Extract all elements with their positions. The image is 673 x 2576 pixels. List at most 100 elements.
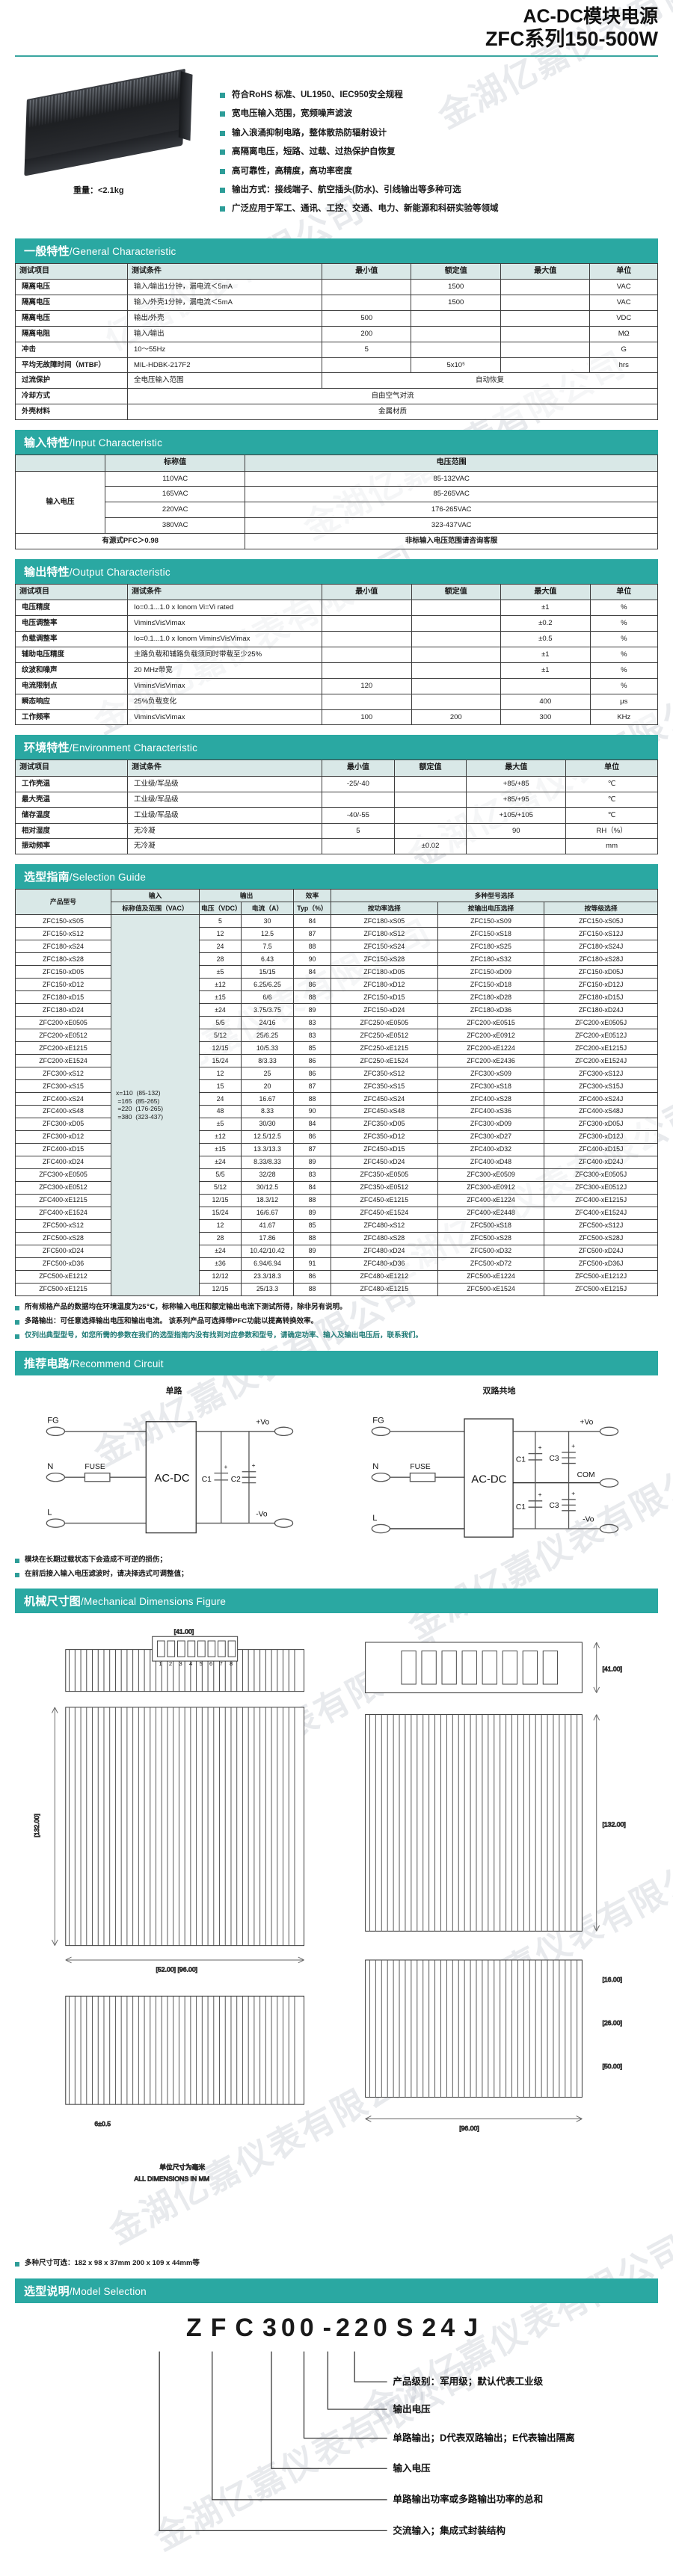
table-row: ZFC300-xE0505 5/5 32/28 83 ZFC350-xE0505 ZFC3… xyxy=(15,1168,658,1182)
cell-p: ZFC480-xD36 xyxy=(331,1257,438,1271)
cell-nom xyxy=(411,341,501,358)
cell-p: ZFC450-xE1215 xyxy=(331,1193,438,1207)
cell-max: +105/+105 xyxy=(466,807,567,824)
table-row: ZFC180-xD15 ±15 6/6 88 ZFC150-xD15 ZFC180-xD2… xyxy=(15,990,658,1005)
cell-unit: ℃ xyxy=(565,807,658,824)
cell-range: 323-437VAC xyxy=(245,517,658,534)
cell-vo: ZFC400-xS36 xyxy=(437,1104,545,1118)
table-header-row: 标称值 电压范围 xyxy=(15,455,658,472)
cell-vo: ZFC400-xD48 xyxy=(437,1155,545,1169)
table-header-row: 测试项目 测试条件 最小值 额定值 最大值 单位 xyxy=(15,583,659,601)
cell-v: 24 xyxy=(199,1092,242,1106)
svg-text:+: + xyxy=(538,1443,542,1451)
cell-max xyxy=(500,341,591,358)
page-title: AC-DC模块电源 xyxy=(523,6,658,27)
cell-cond: Io=0.1...1.0 x Ionom Vimin≤Vi≤Vimax xyxy=(127,631,322,647)
cell-i: 15/15 xyxy=(241,965,294,979)
cell-min: 5 xyxy=(321,341,412,358)
cell-vo: ZFC200-xE1224 xyxy=(437,1041,545,1056)
cell-nom: 200 xyxy=(411,709,502,726)
cell-g: ZFC500-xS12J xyxy=(544,1218,658,1233)
table-header-row: 测试项目 测试条件 最小值 额定值 最大值 单位 xyxy=(15,759,658,777)
cell-max: +85/+85 xyxy=(466,775,567,792)
cell-g: ZFC180-xD24J xyxy=(544,1003,658,1017)
section-general-characteristic: 一般特性/General Characteristic 测试项目 测试条件 最小值额… xyxy=(15,238,658,420)
cell-nom xyxy=(411,615,502,632)
section-title-cn: 机械尺寸图 xyxy=(24,1595,82,1609)
right-dim-5: [26.00] xyxy=(602,2019,622,2027)
model-code-part-5: S xyxy=(396,2313,418,2342)
cell-p: ZFC180-xS05 xyxy=(331,914,438,928)
left-dim-width: [41.00] xyxy=(174,1628,194,1636)
cell-model: ZFC400-xS48 xyxy=(15,1104,111,1118)
cell-cond: Io=0.1...1.0 x Ionom Vi=Vi rated xyxy=(127,600,322,617)
col-efficiency: 效率 xyxy=(293,889,331,903)
model-code-part-0: Z xyxy=(185,2313,206,2342)
col-3: 额定值 xyxy=(411,262,501,280)
cell-eff: 89 xyxy=(293,1155,331,1169)
cell-p: ZFC250-xE1524 xyxy=(331,1054,438,1068)
cell-p: ZFC450-xD24 xyxy=(331,1155,438,1169)
cell-i: 25/13.3 xyxy=(241,1282,294,1296)
cell-item: 隔离电压 xyxy=(15,309,128,327)
cell-cond: Vimin≤Vi≤Vimax xyxy=(127,709,322,726)
cell-max: +85/+95 xyxy=(466,791,567,808)
cell-p: ZFC350-xD12 xyxy=(331,1130,438,1144)
cell-item: 电压精度 xyxy=(15,600,128,617)
cell-vo: ZFC400-xD32 xyxy=(437,1142,545,1156)
cell-v: ±5 xyxy=(199,1117,242,1131)
cell-g: ZFC150-xS12J xyxy=(544,927,658,941)
cell-g: ZFC300-xE0512J xyxy=(544,1180,658,1195)
cell-vo: ZFC300-xS09 xyxy=(437,1067,545,1081)
label-vo-pos: +Vo xyxy=(256,1418,269,1426)
input-table: 标称值 电压范围 输入电压 110VAC 85-132VAC 165VAC 85-265… xyxy=(14,455,658,549)
col-2: 最小值 xyxy=(321,262,412,280)
cell-g: ZFC400-xE1524J xyxy=(544,1206,658,1220)
section-title-en: /Selection Guide xyxy=(69,872,147,884)
model-legend-svg: 产品级别：军用级；默认代表工业级输出电压单路输出；D代表双路输出；E代表输出隔离… xyxy=(159,2351,575,2536)
col-multi-model: 多种型号选择 xyxy=(331,889,658,903)
table-row: ZFC150-xD12 ±12 6.25/6.25 86 ZFC180-xD12 ZFC1… xyxy=(15,978,658,992)
bullet-icon xyxy=(15,2262,19,2267)
cell-g: ZFC180-xS24J xyxy=(544,940,658,954)
feature-item: 宽电压输入范围，宽频噪声滤波 xyxy=(220,108,658,119)
cell-eff: 86 xyxy=(293,1054,331,1068)
cell-item: 隔离电压 xyxy=(15,279,128,295)
terminal-label: 4 xyxy=(189,1660,193,1667)
col-voltage: 电压（VDC） xyxy=(199,902,242,916)
cell-g: ZFC200-xE1524J xyxy=(544,1054,658,1068)
table-row: 过流保护 全电压输入范围 自动恢复 xyxy=(15,372,658,389)
cell-nom: 1500 xyxy=(411,279,501,295)
col-range: 电压范围 xyxy=(245,455,658,472)
cell-cond: 主路负载和辅路负载须同时带载至少25% xyxy=(127,647,322,663)
cell-range: 176-265VAC xyxy=(245,502,658,519)
note-text: 模块在长期过载状态下会造成不可逆的损伤； xyxy=(25,1555,168,1564)
cell-v: 12/15 xyxy=(199,1041,242,1056)
cell-row-label: 输入电压 xyxy=(15,470,105,534)
col-1: 测试条件 xyxy=(127,759,322,777)
feature-text: 输出方式：接线端子、航空插头(防水)、引线输出等多种可选 xyxy=(232,185,461,194)
cell-min xyxy=(322,791,395,808)
label-vo-neg: -Vo xyxy=(583,1516,594,1524)
cell-min xyxy=(322,600,412,617)
col-output: 输出 xyxy=(199,889,294,903)
cell-max xyxy=(500,325,591,342)
cell-unit: VAC xyxy=(589,295,658,311)
cell-i: 16.67 xyxy=(241,1092,294,1106)
col-4: 最大值 xyxy=(500,262,591,280)
bullet-icon xyxy=(220,206,225,212)
cell-max: ±1 xyxy=(500,600,591,617)
mechanical-note: 多种尺寸可选：182 x 98 x 37mm 200 x 109 x 44mm等 xyxy=(15,2259,658,2268)
section-title-cn: 一般特性 xyxy=(24,244,70,258)
cell-eff: 88 xyxy=(293,1231,331,1245)
cell-model: ZFC150-xD05 xyxy=(15,965,111,979)
table-row: ZFC500-xD36 ±36 6.94/6.94 91 ZFC480-xD36 ZFC5… xyxy=(15,1257,658,1271)
table-row: ZFC180-xS28 28 6.43 90 ZFC150-xS28 ZFC180-xS3… xyxy=(15,952,658,967)
label-fuse: FUSE xyxy=(84,1463,105,1471)
svg-text:+: + xyxy=(224,1463,227,1470)
mech-dim-note-en: ALL DIMENSIONS IN MM xyxy=(135,2175,210,2183)
cell-item: 冷却方式 xyxy=(15,388,128,405)
note-item: 在前后接入输入电压滤波时，请决择选式可调整值； xyxy=(15,1570,658,1579)
